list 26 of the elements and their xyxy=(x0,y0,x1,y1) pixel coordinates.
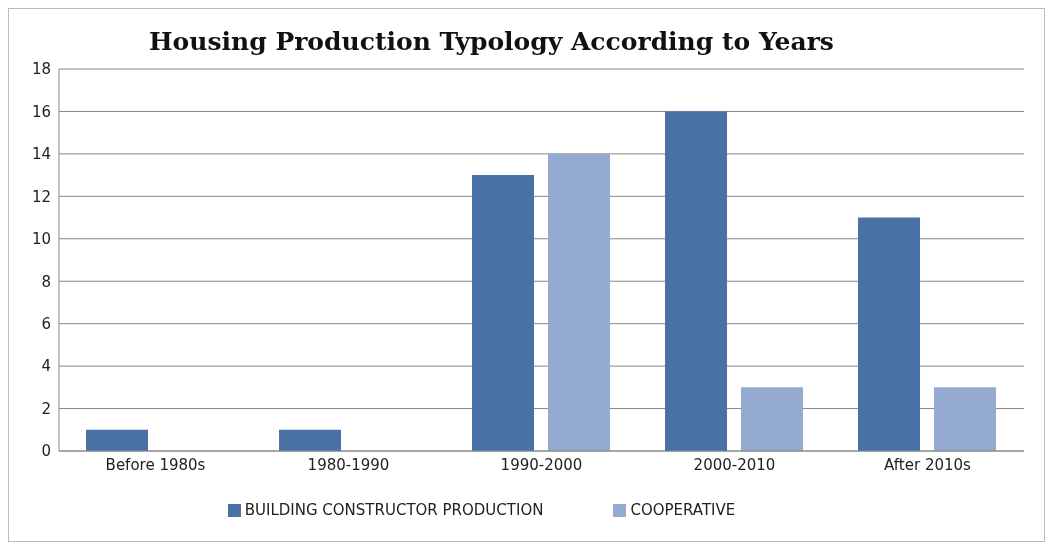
y-tick-label: 0 xyxy=(41,442,51,461)
bar xyxy=(934,387,997,451)
y-tick-label: 18 xyxy=(31,60,51,79)
y-tick-label: 6 xyxy=(41,314,51,333)
chart-title: Housing Production Typology According to Years xyxy=(149,27,834,56)
x-tick-label: Before 1980s xyxy=(105,455,206,474)
y-tick-label: 8 xyxy=(41,272,51,291)
y-tick-label: 16 xyxy=(31,102,51,121)
x-tick-label: 1990-2000 xyxy=(500,455,583,474)
bar xyxy=(548,153,611,451)
bar xyxy=(279,429,342,451)
x-tick-label: 1980-1990 xyxy=(307,455,390,474)
y-tick-label: 10 xyxy=(31,230,51,249)
x-tick-label: After 2010s xyxy=(884,455,972,474)
x-tick-label: 2000-2010 xyxy=(693,455,776,474)
bar xyxy=(858,217,921,451)
y-tick-label: 12 xyxy=(31,187,51,206)
bar xyxy=(86,429,149,451)
y-tick-label: 2 xyxy=(41,399,51,418)
legend-label: BUILDING CONSTRUCTOR PRODUCTION xyxy=(244,501,544,519)
y-tick-label: 4 xyxy=(41,357,51,376)
bar xyxy=(741,387,804,451)
legend-label: COOPERATIVE xyxy=(630,501,736,519)
bar xyxy=(665,111,728,451)
y-tick-label: 14 xyxy=(31,145,51,164)
bar xyxy=(472,175,535,451)
